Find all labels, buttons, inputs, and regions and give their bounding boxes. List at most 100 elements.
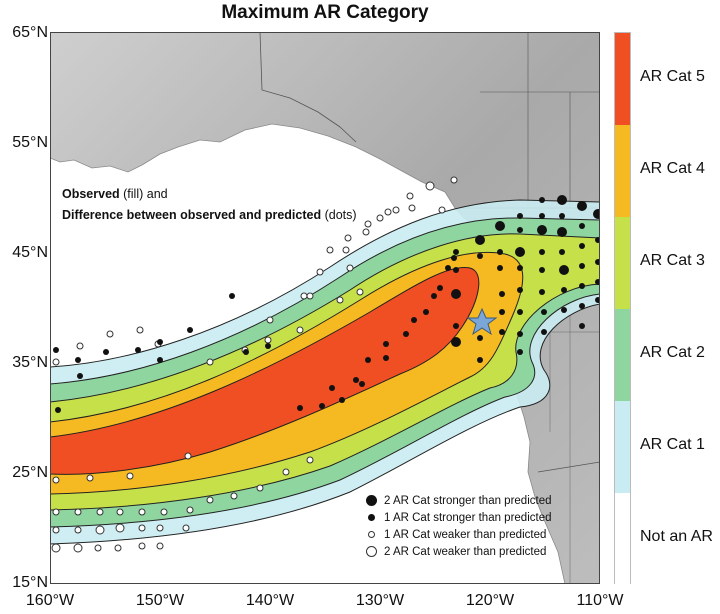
stronger-dot	[53, 347, 59, 353]
stronger-dot	[539, 289, 545, 295]
stronger-dot	[445, 265, 451, 271]
weaker-dot	[52, 526, 60, 534]
stronger-dot	[453, 267, 459, 273]
ar-category-map	[50, 32, 600, 584]
stronger-dot	[477, 253, 483, 259]
legend-label-cat5: AR Cat 5	[640, 68, 705, 85]
stronger-dot	[329, 385, 335, 391]
stronger-dot	[559, 265, 569, 275]
weaker-dot	[296, 326, 304, 334]
dot-legend-row: 1 AR Cat stronger than predicted	[362, 509, 552, 526]
weaker-dot	[326, 246, 334, 254]
note-fill: (fill) and	[119, 187, 168, 201]
stronger-dot	[411, 317, 417, 323]
stronger-dot	[497, 249, 503, 255]
lon-label-120: 120°W	[465, 592, 515, 609]
weaker-dot	[106, 330, 114, 338]
legend-label-cat4: AR Cat 4	[640, 160, 705, 177]
stronger-dot	[319, 403, 325, 409]
observed-note: Observed (fill) and Difference between o…	[62, 184, 357, 226]
stronger-dot	[383, 355, 389, 361]
stronger-dot	[559, 213, 565, 219]
stronger-dot	[365, 357, 371, 363]
dot-legend-row: 1 AR Cat weaker than predicted	[362, 526, 552, 543]
lat-label-25: 25°N	[12, 464, 48, 481]
border-alaska-canada	[259, 32, 357, 143]
stronger-dot	[477, 357, 483, 363]
weaker-dot	[52, 476, 60, 484]
lat-label-45: 45°N	[12, 244, 48, 261]
stronger-dot	[579, 223, 585, 229]
stronger-dot	[537, 225, 547, 235]
weaker-dot	[186, 506, 194, 514]
stronger-dot	[423, 309, 429, 315]
stronger-dot	[595, 297, 600, 303]
filled-large-dot-icon	[365, 495, 377, 506]
weaker-dot	[282, 468, 290, 476]
stronger-dot	[157, 357, 163, 363]
weaker-dot	[342, 246, 350, 254]
stronger-dot	[499, 329, 505, 335]
weaker-dot	[138, 508, 146, 516]
stronger-dot	[103, 349, 109, 355]
weaker-dot	[384, 208, 392, 216]
stronger-dot	[557, 195, 567, 205]
weaker-dot	[76, 342, 84, 350]
stronger-dot	[579, 323, 585, 329]
stronger-dot	[517, 227, 523, 233]
star-icon	[466, 307, 498, 336]
weaker-dot	[316, 268, 324, 276]
dot-legend-label: 2 AR Cat weaker than predicted	[384, 545, 547, 558]
weaker-dot	[114, 544, 122, 552]
border-provinces	[480, 32, 600, 208]
weaker-dot	[116, 508, 124, 516]
weaker-dot	[184, 452, 192, 460]
dot-legend: 2 AR Cat stronger than predicted 1 AR Ca…	[362, 492, 552, 560]
weaker-dot	[95, 525, 105, 535]
weaker-dot	[356, 288, 364, 296]
dot-legend-label: 2 AR Cat stronger than predicted	[384, 494, 552, 507]
legend-swatch-cat5	[615, 33, 630, 125]
weaker-dot	[126, 472, 134, 480]
weaker-dot	[300, 292, 308, 300]
weaker-dot	[160, 508, 168, 516]
stronger-dot	[475, 235, 485, 245]
weaker-dot	[115, 523, 125, 533]
stronger-dot	[55, 407, 61, 413]
stronger-dot	[577, 201, 587, 211]
weaker-dot	[206, 496, 214, 504]
weaker-dot	[156, 524, 164, 532]
stronger-dot	[517, 349, 523, 355]
legend-label-not-ar: Not an AR	[640, 528, 713, 545]
land-mass	[50, 32, 600, 584]
stronger-dot	[265, 343, 271, 349]
stronger-dot	[353, 377, 359, 383]
weaker-dot	[266, 316, 274, 324]
stronger-dot	[539, 213, 545, 219]
stronger-dot	[157, 339, 163, 345]
weaker-dot	[306, 456, 314, 464]
legend-swatch-cat2	[615, 309, 630, 401]
lon-label-160: 160°W	[25, 592, 75, 609]
weaker-dot	[96, 508, 104, 516]
map-title: Maximum AR Category	[221, 2, 429, 23]
stronger-dot	[229, 293, 235, 299]
stronger-dot	[77, 373, 83, 379]
weaker-dot	[51, 543, 61, 553]
lon-label-140: 140°W	[245, 592, 295, 609]
dot-legend-row: 2 AR Cat stronger than predicted	[362, 492, 552, 509]
stronger-dot	[453, 249, 459, 255]
legend-swatch-cat1	[615, 401, 630, 493]
open-small-dot-icon	[367, 531, 375, 538]
weaker-dot	[392, 206, 400, 214]
weaker-dot	[136, 326, 144, 334]
stronger-dot	[383, 341, 389, 347]
dot-legend-label: 1 AR Cat weaker than predicted	[384, 528, 547, 541]
lat-label-15: 15°N	[12, 574, 48, 591]
weaker-dot	[438, 206, 446, 214]
stronger-dot	[297, 405, 303, 411]
weaker-dot	[52, 358, 60, 366]
weaker-dot	[406, 192, 414, 200]
legend-swatch-cat4	[615, 125, 630, 217]
stronger-dot	[517, 287, 523, 293]
